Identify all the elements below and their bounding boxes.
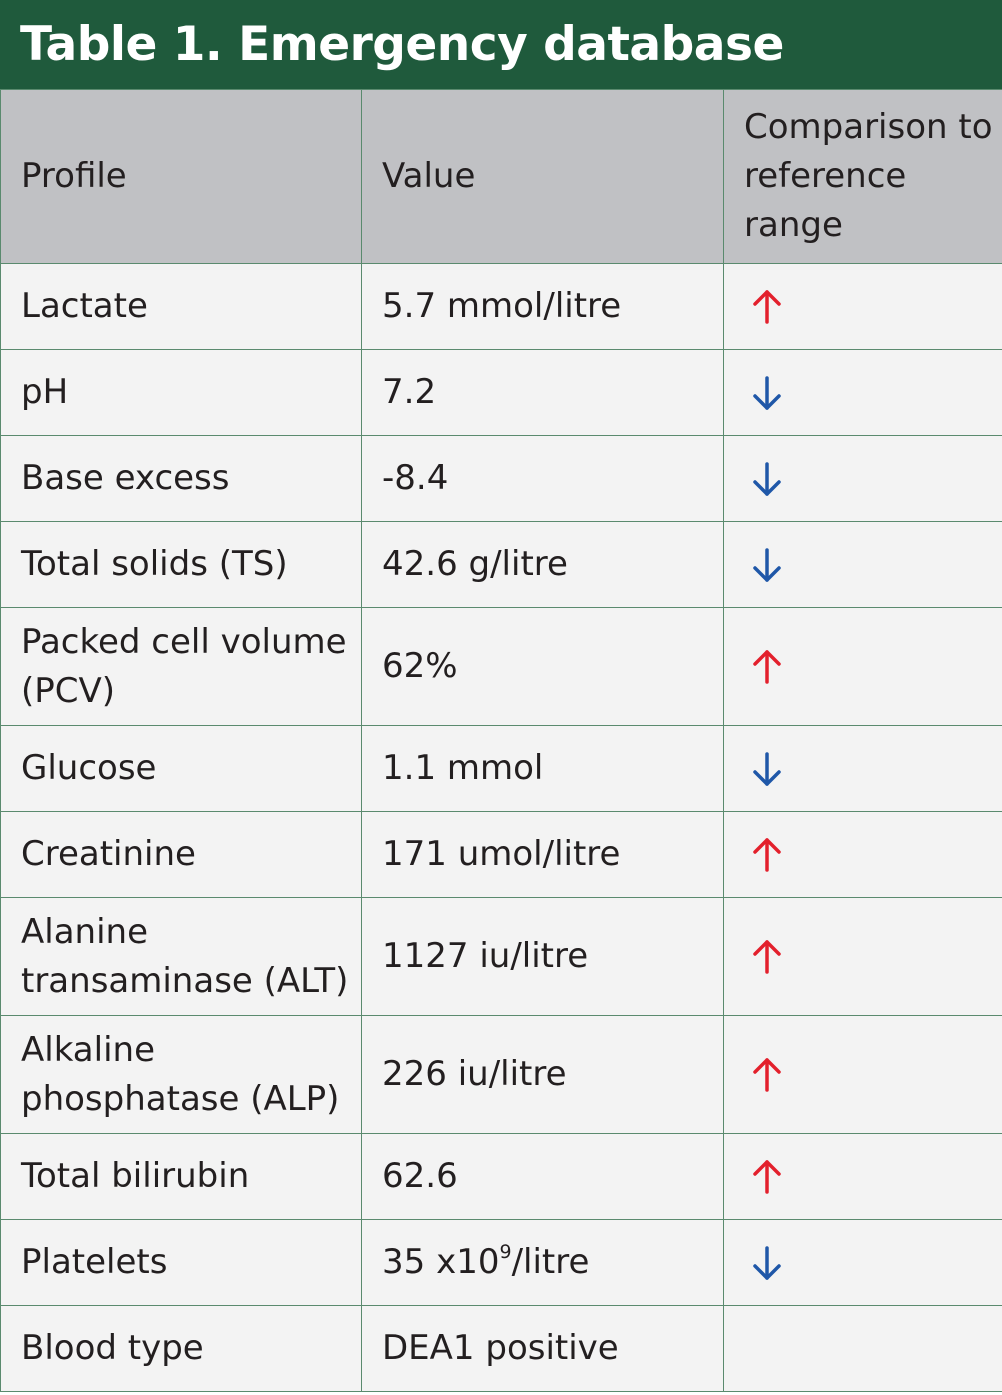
table-row: Blood type DEA1 positive — [0, 1305, 1002, 1392]
cell-trend — [723, 811, 1002, 898]
table-row: Total bilirubin 62.6 — [0, 1133, 1002, 1220]
cell-profile: Total solids (TS) — [0, 521, 362, 608]
cell-value: 7.2 — [361, 349, 724, 436]
arrow-down-icon — [753, 1245, 781, 1280]
table-row: Lactate 5.7 mmol/litre — [0, 263, 1002, 350]
cell-profile: Blood type — [0, 1305, 362, 1392]
cell-trend — [723, 1305, 1002, 1392]
header-profile: Profile — [0, 89, 362, 264]
cell-value: 171 umol/litre — [361, 811, 724, 898]
value-exponent: 9 — [499, 1240, 512, 1263]
value-suffix: /litre — [511, 1242, 590, 1282]
arrow-up-icon — [753, 939, 781, 974]
cell-profile: Base excess — [0, 435, 362, 522]
arrow-up-icon — [753, 837, 781, 872]
value-prefix: 35 x10 — [382, 1242, 500, 1282]
header-comparison: Comparison to reference range — [723, 89, 1002, 264]
cell-value: 62.6 — [361, 1133, 724, 1220]
cell-trend — [723, 607, 1002, 726]
cell-trend — [723, 1015, 1002, 1134]
cell-trend — [723, 435, 1002, 522]
arrow-up-icon — [753, 1057, 781, 1092]
cell-profile: Packed cell volume (PCV) — [0, 607, 362, 726]
cell-value: 1127 iu/litre — [361, 897, 724, 1016]
cell-value: 62% — [361, 607, 724, 726]
cell-value: -8.4 — [361, 435, 724, 522]
arrow-down-icon — [753, 461, 781, 496]
cell-profile: Alkaline phosphatase (ALP) — [0, 1015, 362, 1134]
table-row: pH 7.2 — [0, 349, 1002, 436]
cell-trend — [723, 725, 1002, 812]
cell-trend — [723, 1133, 1002, 1220]
cell-trend — [723, 263, 1002, 350]
cell-trend — [723, 897, 1002, 1016]
arrow-down-icon — [753, 547, 781, 582]
cell-profile: Glucose — [0, 725, 362, 812]
table-title: Table 1. Emergency database — [0, 0, 1002, 89]
cell-profile: Total bilirubin — [0, 1133, 362, 1220]
arrow-up-icon — [753, 649, 781, 684]
header-row: Profile Value Comparison to reference ra… — [0, 89, 1002, 264]
table-row: Platelets 35 x109/litre — [0, 1219, 1002, 1306]
cell-trend — [723, 349, 1002, 436]
table-row: Packed cell volume (PCV) 62% — [0, 607, 1002, 726]
cell-profile: Alanine transaminase (ALT) — [0, 897, 362, 1016]
cell-profile: Platelets — [0, 1219, 362, 1306]
table-row: Glucose 1.1 mmol — [0, 725, 1002, 812]
table-row: Creatinine 171 umol/litre — [0, 811, 1002, 898]
cell-trend — [723, 521, 1002, 608]
table-row: Base excess -8.4 — [0, 435, 1002, 522]
table-row: Alanine transaminase (ALT) 1127 iu/litre — [0, 897, 1002, 1016]
cell-profile: Creatinine — [0, 811, 362, 898]
table-row: Total solids (TS) 42.6 g/litre — [0, 521, 1002, 608]
cell-value: 5.7 mmol/litre — [361, 263, 724, 350]
arrow-down-icon — [753, 375, 781, 410]
cell-value: 42.6 g/litre — [361, 521, 724, 608]
cell-value: DEA1 positive — [361, 1305, 724, 1392]
table-row: Alkaline phosphatase (ALP) 226 iu/litre — [0, 1015, 1002, 1134]
cell-profile: Lactate — [0, 263, 362, 350]
cell-profile: pH — [0, 349, 362, 436]
data-table: Profile Value Comparison to reference ra… — [0, 89, 1002, 1392]
header-value: Value — [361, 89, 724, 264]
cell-value: 35 x109/litre — [361, 1219, 724, 1306]
cell-trend — [723, 1219, 1002, 1306]
cell-value: 1.1 mmol — [361, 725, 724, 812]
arrow-up-icon — [753, 289, 781, 324]
arrow-up-icon — [753, 1159, 781, 1194]
cell-value: 226 iu/litre — [361, 1015, 724, 1134]
arrow-down-icon — [753, 751, 781, 786]
